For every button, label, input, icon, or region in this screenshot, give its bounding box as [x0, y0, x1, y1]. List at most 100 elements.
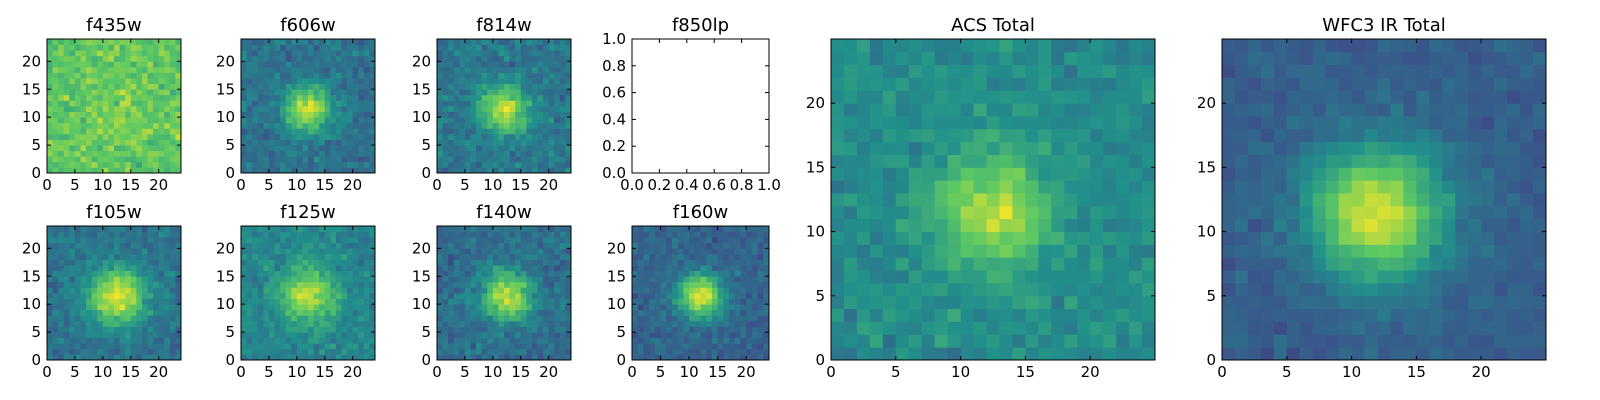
heatmap-cell — [526, 270, 533, 277]
heatmap-cell — [252, 253, 259, 260]
heatmap-cell — [453, 145, 460, 152]
heatmap-cell — [548, 39, 555, 45]
heatmap-cell — [268, 122, 275, 129]
heatmap-cell — [481, 298, 488, 305]
heatmap-cell — [86, 39, 93, 45]
heatmap-cell — [763, 320, 770, 327]
heatmap-cell — [363, 337, 370, 344]
heatmap-cell — [136, 226, 143, 232]
heatmap-cell — [175, 242, 182, 249]
heatmap-cell — [169, 61, 176, 68]
heatmap-cell — [869, 205, 884, 220]
heatmap-cell — [934, 154, 949, 168]
x-tick-label: 0 — [236, 363, 246, 381]
heatmap-cell — [341, 55, 348, 62]
heatmap-cell — [141, 44, 148, 51]
heatmap-cell — [335, 150, 342, 157]
heatmap-cell — [102, 94, 109, 101]
heatmap-cell — [319, 348, 326, 355]
heatmap-cell — [147, 167, 154, 174]
heatmap-cell — [757, 343, 764, 350]
heatmap-cell — [58, 287, 65, 294]
heatmap-cell — [241, 265, 247, 272]
heatmap-cell — [86, 337, 93, 344]
heatmap-cell — [164, 100, 171, 107]
heatmap-cell — [257, 50, 264, 57]
heatmap-cell — [252, 320, 259, 327]
heatmap-cell — [47, 133, 53, 140]
heatmap-cell — [347, 128, 354, 135]
heatmap-cell — [677, 281, 684, 288]
heatmap-cell — [1222, 334, 1236, 348]
heatmap-cell — [313, 315, 320, 322]
heatmap-cell — [751, 332, 758, 339]
heatmap-cell — [448, 150, 455, 157]
heatmap-cell — [108, 304, 115, 311]
heatmap-cell — [369, 89, 376, 96]
heatmap-cell — [147, 161, 154, 168]
heatmap-cell — [498, 270, 505, 277]
heatmap-cell — [153, 156, 160, 163]
heatmap-cell — [86, 354, 93, 361]
heatmap-cell — [746, 348, 753, 355]
heatmap-cell — [1038, 116, 1052, 130]
heatmap-cell — [291, 89, 298, 96]
heatmap-cell — [565, 106, 572, 112]
heatmap-cell — [63, 337, 70, 344]
heatmap-cell — [257, 265, 264, 272]
heatmap-cell — [504, 78, 510, 85]
heatmap-cell — [515, 309, 522, 316]
heatmap-cell — [108, 326, 115, 333]
heatmap-cell — [335, 94, 342, 101]
heatmap-cell — [147, 61, 154, 68]
heatmap-cell — [241, 117, 247, 124]
heatmap-cell — [86, 348, 93, 355]
heatmap-cell — [257, 293, 264, 299]
heatmap-cell — [632, 332, 639, 339]
heatmap-cell — [352, 304, 359, 311]
heatmap-cell — [537, 320, 544, 327]
heatmap-cell — [448, 83, 455, 90]
heatmap-cell — [531, 320, 538, 327]
heatmap-cell — [856, 231, 871, 245]
heatmap-cell — [347, 337, 354, 344]
heatmap-cell — [492, 343, 499, 350]
heatmap-cell — [1077, 321, 1091, 335]
heatmap-cell — [1077, 295, 1091, 310]
heatmap-cell — [1012, 347, 1026, 361]
x-tick-label: 20 — [149, 363, 168, 381]
heatmap-cell — [296, 83, 303, 90]
heatmap-cell — [459, 133, 466, 140]
heatmap-cell — [1103, 295, 1117, 310]
heatmap-cell — [47, 348, 53, 355]
heatmap-cell — [973, 321, 987, 335]
heatmap-cell — [1012, 103, 1026, 117]
heatmap-cell — [481, 72, 488, 79]
heatmap-cell — [158, 139, 165, 146]
heatmap-cell — [257, 133, 264, 140]
heatmap-cell — [324, 150, 331, 157]
heatmap-cell — [369, 231, 376, 238]
heatmap-cell — [437, 106, 443, 112]
heatmap-cell — [654, 237, 661, 244]
heatmap-cell — [285, 287, 292, 294]
heatmap-cell — [509, 83, 516, 90]
heatmap-cell — [257, 156, 264, 163]
heatmap-cell — [335, 72, 342, 79]
y-tick-label: 10 — [22, 108, 41, 126]
heatmap-cell — [291, 83, 298, 90]
y-tick-label: 5 — [616, 323, 626, 341]
heatmap-cell — [537, 337, 544, 344]
heatmap-cell — [1025, 39, 1039, 53]
heatmap-cell — [125, 287, 132, 294]
heatmap-cell — [97, 161, 104, 168]
heatmap-cell — [437, 55, 443, 62]
heatmap-cell — [130, 83, 137, 90]
heatmap-cell — [153, 89, 160, 96]
heatmap-cell — [856, 347, 871, 361]
heatmap-cell — [632, 298, 639, 305]
panel-title: f160w — [673, 202, 728, 223]
heatmap-cell — [341, 128, 348, 135]
heatmap-cell — [654, 315, 661, 322]
heatmap-cell — [531, 128, 538, 135]
